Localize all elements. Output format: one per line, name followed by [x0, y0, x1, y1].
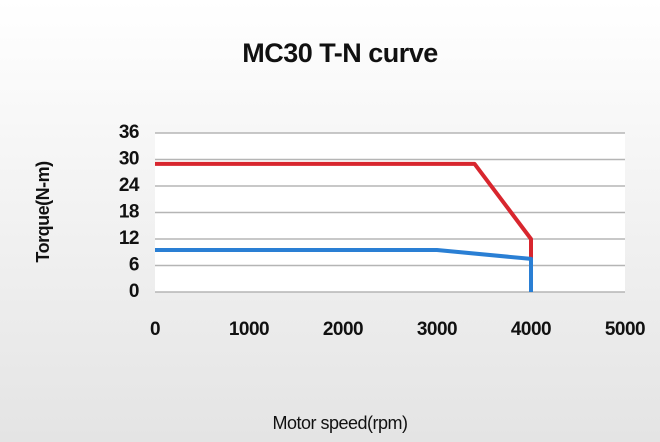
chart-title: MC30 T-N curve — [242, 38, 438, 68]
line — [155, 161, 533, 259]
y-tick-label: 24 — [119, 175, 140, 196]
y-tick-label: 0 — [129, 281, 139, 302]
x-axis-label: Motor speed(rpm) — [272, 413, 407, 433]
x-tick-label: 0 — [150, 319, 160, 340]
y-tick-label: 30 — [119, 149, 139, 170]
y-axis-label: Torque(N-m) — [33, 161, 53, 263]
y-tick-label: 12 — [119, 228, 139, 249]
x-tick-label: 4000 — [511, 319, 551, 340]
x-tick-label: 2000 — [323, 319, 363, 340]
x-tick-label: 5000 — [605, 319, 645, 340]
y-tick-label: 18 — [119, 202, 139, 223]
y-tick-label: 6 — [129, 255, 139, 276]
y-tick-label: 36 — [119, 122, 139, 143]
x-tick-label: 3000 — [417, 319, 457, 340]
x-tick-label: 1000 — [229, 319, 269, 340]
line — [155, 248, 533, 292]
